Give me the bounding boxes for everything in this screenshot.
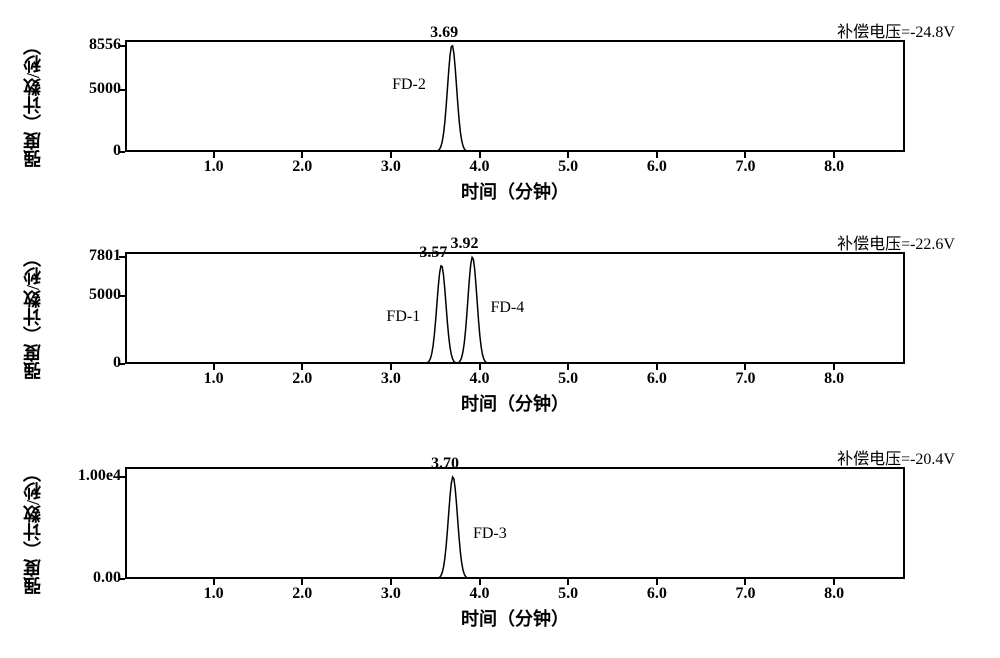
chart-panel: 补偿电压=-22.6V强度（计数/秒）0500078011.02.03.04.0… xyxy=(40,230,980,395)
trace xyxy=(125,40,905,152)
x-tick-label: 6.0 xyxy=(637,585,677,603)
y-axis-label: 强度（计数/秒） xyxy=(20,459,46,599)
y-tick-label: 0 xyxy=(50,142,121,160)
peak-rt-label: 3.92 xyxy=(450,235,478,253)
x-tick-label: 5.0 xyxy=(548,370,588,388)
x-tick-label: 2.0 xyxy=(282,158,322,176)
y-tick-label: 1.00e4 xyxy=(50,467,121,485)
condition-label: 补偿电压=-20.4V xyxy=(837,445,955,469)
x-tick-label: 8.0 xyxy=(814,158,854,176)
peak-annotation: FD-3 xyxy=(473,525,507,543)
x-tick-label: 2.0 xyxy=(282,585,322,603)
x-tick-label: 3.0 xyxy=(371,370,411,388)
x-tick-label: 4.0 xyxy=(460,158,500,176)
x-tick-label: 2.0 xyxy=(282,370,322,388)
x-tick-label: 8.0 xyxy=(814,585,854,603)
x-tick-label: 3.0 xyxy=(371,158,411,176)
x-tick-label: 6.0 xyxy=(637,370,677,388)
x-tick-label: 7.0 xyxy=(725,158,765,176)
x-tick-label: 5.0 xyxy=(548,585,588,603)
condition-label: 补偿电压=-24.8V xyxy=(837,18,955,42)
peak-rt-label: 3.69 xyxy=(430,24,458,42)
x-tick-label: 3.0 xyxy=(371,585,411,603)
peak-annotation: FD-1 xyxy=(386,308,420,326)
y-tick-label: 5000 xyxy=(50,286,121,304)
y-tick-label: 7801 xyxy=(50,247,121,265)
x-tick-label: 7.0 xyxy=(725,370,765,388)
x-tick-label: 1.0 xyxy=(194,370,234,388)
x-tick-label: 1.0 xyxy=(194,158,234,176)
chart-panel: 补偿电压=-24.8V强度（计数/秒）0500085561.02.03.04.0… xyxy=(40,18,980,183)
x-tick-label: 4.0 xyxy=(460,585,500,603)
peak-rt-label: 3.57 xyxy=(419,244,447,262)
y-tick-label: 0 xyxy=(50,354,121,372)
chart-panel: 补偿电压=-20.4V强度（计数/秒）0.001.00e41.02.03.04.… xyxy=(40,445,980,610)
x-tick-label: 7.0 xyxy=(725,585,765,603)
peak-annotation: FD-4 xyxy=(490,299,524,317)
peak-rt-label: 3.70 xyxy=(431,455,459,473)
x-tick-label: 4.0 xyxy=(460,370,500,388)
x-axis-label: 时间（分钟） xyxy=(125,390,905,416)
x-tick-label: 5.0 xyxy=(548,158,588,176)
trace xyxy=(125,467,905,579)
x-tick-label: 8.0 xyxy=(814,370,854,388)
x-axis-label: 时间（分钟） xyxy=(125,605,905,631)
x-tick-label: 1.0 xyxy=(194,585,234,603)
condition-label: 补偿电压=-22.6V xyxy=(837,230,955,254)
y-tick-label: 8556 xyxy=(50,36,121,54)
x-tick-label: 6.0 xyxy=(637,158,677,176)
y-axis-label: 强度（计数/秒） xyxy=(20,244,46,384)
x-axis-label: 时间（分钟） xyxy=(125,178,905,204)
y-tick-label: 5000 xyxy=(50,80,121,98)
peak-annotation: FD-2 xyxy=(392,76,426,94)
y-tick-label: 0.00 xyxy=(50,569,121,587)
y-axis-label: 强度（计数/秒） xyxy=(20,32,46,172)
